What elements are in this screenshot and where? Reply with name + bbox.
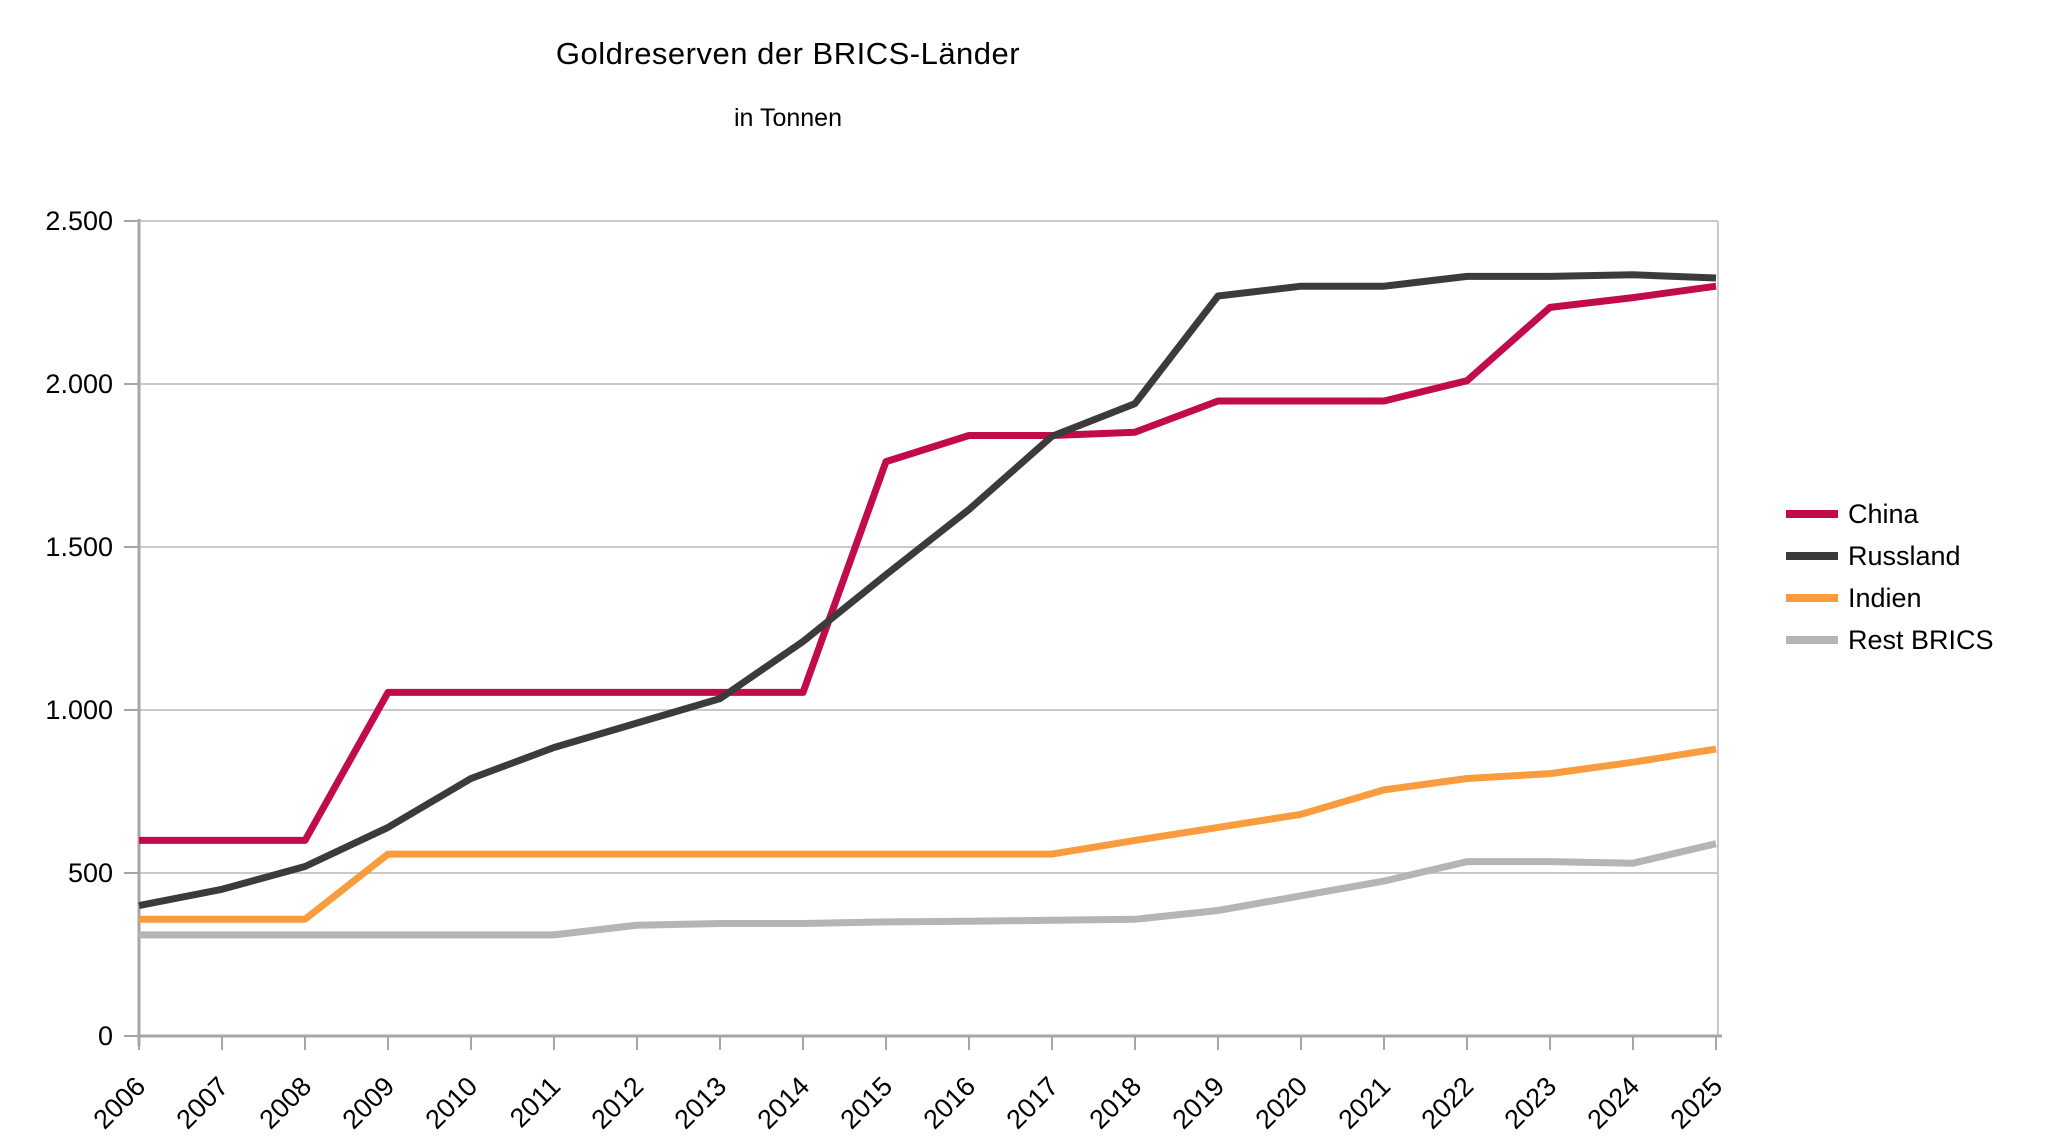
legend-item-russland: Russland — [1786, 540, 1994, 571]
legend-item-china: China — [1786, 498, 1994, 529]
y-tick-label: 2.000 — [45, 369, 113, 399]
x-tick-label: 2022 — [1416, 1071, 1480, 1135]
y-tick-label: 1.000 — [45, 695, 113, 725]
x-tick-label: 2006 — [88, 1071, 152, 1135]
y-tick-label: 500 — [68, 858, 113, 888]
y-tick-label: 0 — [98, 1021, 113, 1051]
x-tick-label: 2025 — [1665, 1071, 1729, 1135]
x-tick-label: 2013 — [669, 1071, 733, 1135]
y-tick-label: 1.500 — [45, 532, 113, 562]
x-tick-label: 2020 — [1250, 1071, 1314, 1135]
x-tick-label: 2019 — [1167, 1071, 1231, 1135]
x-tick-label: 2015 — [835, 1071, 899, 1135]
legend-swatch-rest-brics — [1786, 636, 1838, 644]
x-tick-label: 2008 — [254, 1071, 318, 1135]
x-tick-label: 2018 — [1084, 1071, 1148, 1135]
series-line-indien — [139, 745, 1717, 923]
x-tick-label: 2011 — [504, 1071, 566, 1133]
x-tick-label: 2016 — [918, 1071, 982, 1135]
x-tick-label: 2021 — [1333, 1071, 1397, 1135]
legend-label-russland: Russland — [1848, 540, 1961, 571]
legend-item-rest-brics: Rest BRICS — [1786, 624, 1994, 655]
legend-swatch-indien — [1786, 594, 1838, 602]
legend-label-china: China — [1848, 498, 1919, 529]
x-tick-label: 2007 — [171, 1071, 235, 1135]
x-tick-label: 2017 — [1001, 1071, 1065, 1135]
legend-item-indien: Indien — [1786, 582, 1994, 613]
series-line-china — [139, 282, 1717, 844]
x-tick-label: 2014 — [752, 1071, 816, 1135]
x-tick-label: 2012 — [586, 1071, 650, 1135]
legend: China Russland Indien Rest BRICS — [1786, 498, 1994, 668]
legend-label-rest-brics: Rest BRICS — [1848, 624, 1994, 655]
x-tick-label: 2023 — [1499, 1071, 1563, 1135]
legend-swatch-russland — [1786, 552, 1838, 560]
legend-swatch-china — [1786, 510, 1838, 518]
series-line-russland — [138, 271, 1717, 910]
title-wrap: Goldreserven der BRICS-Länder — [0, 36, 1576, 72]
x-tick-label: 2009 — [337, 1071, 401, 1135]
legend-label-indien: Indien — [1848, 582, 1922, 613]
series-line-rest-brics — [139, 840, 1717, 939]
x-tick-label: 2024 — [1582, 1071, 1646, 1135]
x-tick-label: 2010 — [420, 1071, 484, 1135]
chart-title: Goldreserven der BRICS-Länder — [555, 36, 1021, 71]
y-tick-label: 2.500 — [45, 206, 113, 236]
chart-subtitle: in Tonnen — [734, 104, 842, 132]
